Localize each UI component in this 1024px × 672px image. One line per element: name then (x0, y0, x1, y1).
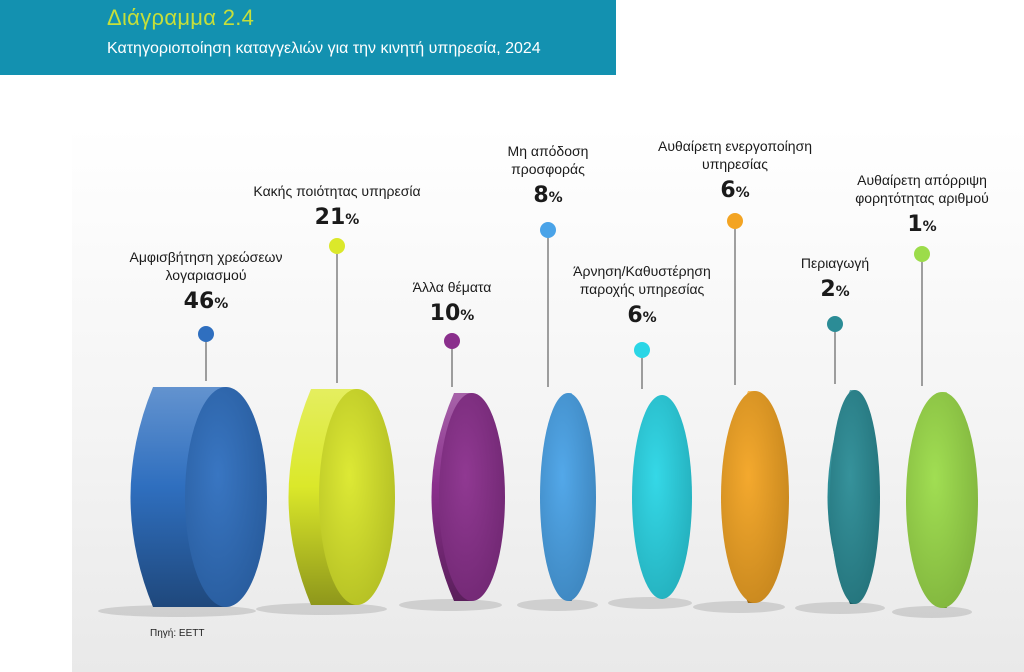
marker-dot (444, 333, 460, 349)
category-label: Άλλα θέματα (413, 279, 492, 295)
marker-dot (634, 342, 650, 358)
value-label: 10% (430, 301, 475, 326)
value-label: 2% (820, 277, 849, 302)
value-label: 46% (184, 289, 229, 314)
category-label: Μη απόδοση (508, 143, 589, 159)
cylinder-5 (632, 395, 692, 599)
cylinder-8 (906, 392, 978, 608)
category-label: Κακής ποιότητας υπηρεσία (253, 183, 420, 199)
cylinder-shadow (608, 597, 692, 609)
cylinder-6 (721, 391, 789, 603)
value-label: 1% (907, 212, 936, 237)
cylinder-cap (319, 389, 395, 605)
category-label: προσφοράς (511, 161, 585, 177)
chart-title: Κατηγοριοποίηση καταγγελιών για την κινη… (107, 40, 541, 57)
chart-number: Διάγραμμα 2.4 (107, 5, 255, 30)
category-label: υπηρεσίας (702, 156, 768, 172)
marker-dot (329, 238, 345, 254)
cylinder-cap (906, 392, 978, 608)
cylinder-shadow (892, 606, 972, 618)
marker-dot (827, 316, 843, 332)
cylinder-shadow (256, 603, 387, 615)
category-label: Άρνηση/Καθυστέρηση (573, 263, 711, 279)
category-label: φορητότητας αριθμού (855, 190, 989, 206)
cylinder-4 (540, 393, 596, 601)
cylinder-2 (288, 389, 395, 605)
source-note: Πηγή: ΕΕΤΤ (150, 628, 205, 639)
value-label: 6% (627, 303, 656, 328)
cylinder-cap (830, 390, 880, 604)
category-label: λογαριασμού (166, 267, 247, 283)
category-label: Αμφισβήτηση χρεώσεων (129, 249, 282, 265)
cylinder-cap (721, 391, 789, 603)
value-label: 21% (315, 205, 360, 230)
category-label: Περιαγωγή (801, 255, 869, 271)
cylinder-shadow (693, 601, 785, 613)
category-label: Αυθαίρετη απόρριψη (857, 172, 987, 188)
marker-dot (914, 246, 930, 262)
cylinder-cap (540, 393, 596, 601)
chart-header: Διάγραμμα 2.4 Κατηγοριοποίηση καταγγελιώ… (0, 0, 616, 75)
cylinder-1 (130, 387, 267, 607)
value-label: 8% (533, 183, 562, 208)
cylinder-cap (632, 395, 692, 599)
marker-dot (540, 222, 556, 238)
cylinder-cap (185, 387, 267, 607)
cylinder-shadow (399, 599, 502, 611)
category-label: Αυθαίρετη ενεργοποίηση (658, 138, 812, 154)
marker-dot (727, 213, 743, 229)
value-label: 6% (720, 178, 749, 203)
cylinder-3 (431, 393, 505, 601)
cylinder-cap (439, 393, 505, 601)
cylinder-shadow (98, 605, 256, 617)
marker-dot (198, 326, 214, 342)
cylinder-7 (827, 390, 880, 604)
cylinder-shadow (795, 602, 885, 614)
category-label: παροχής υπηρεσίας (580, 281, 705, 297)
cylinder-shadow (517, 599, 598, 611)
